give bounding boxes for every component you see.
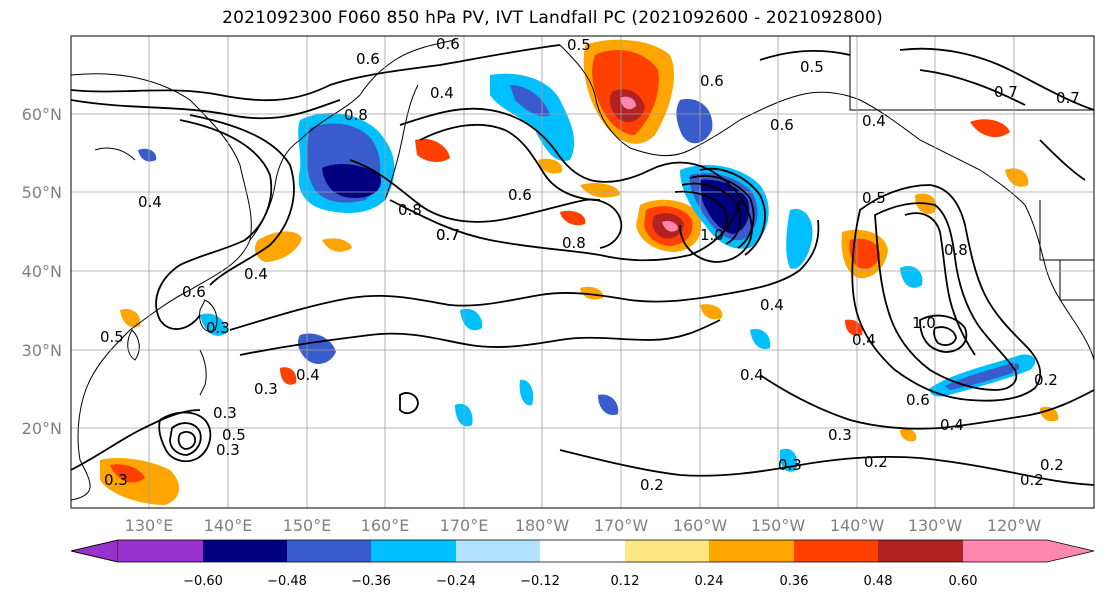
colorbar-segment [287, 540, 371, 562]
colorbar-segment [709, 540, 794, 562]
coastlines [71, 36, 1094, 501]
lon-label: 150°E [283, 516, 332, 535]
contour-label: 0.2 [1020, 471, 1044, 489]
colorbar-tick-label: 0.36 [780, 574, 809, 589]
lat-label: 20°N [22, 419, 62, 438]
contour-label: 0.6 [356, 50, 380, 68]
contour-label: 0.3 [828, 426, 852, 444]
colorbar-segment [625, 540, 709, 562]
contour-label: 0.7 [1056, 89, 1080, 107]
lat-label: 50°N [22, 183, 62, 202]
contour-label: 0.4 [740, 366, 764, 384]
contour-label: 0.6 [770, 116, 794, 134]
colorbar-tick-label: −0.12 [520, 574, 560, 589]
ivt-contours [71, 44, 1094, 486]
contour-label: 0.4 [138, 193, 162, 211]
contour-label: 0.5 [800, 58, 824, 76]
colorbar-segment [794, 540, 878, 562]
contour-label: 0.5 [222, 426, 246, 444]
colorbar-segment [70, 539, 119, 563]
colorbar-segment [540, 540, 625, 562]
contour-label: 0.2 [1034, 371, 1058, 389]
colorbar-segment [878, 540, 963, 562]
lon-label: 130°W [908, 516, 963, 535]
contour-label: 0.8 [344, 106, 368, 124]
contour-labels: 0.6 0.5 0.6 0.5 0.4 0.8 0.7 0.6 0.4 0.7 … [100, 35, 1080, 494]
contour-label: 0.3 [216, 441, 240, 459]
contour-label: 0.8 [562, 234, 586, 252]
colorbar-tick-label: −0.36 [351, 574, 391, 589]
colorbar-tick-label: 0.12 [611, 574, 640, 589]
latitude-labels: 60°N 50°N 40°N 30°N 20°N [22, 105, 62, 438]
lon-label: 170°E [440, 516, 489, 535]
colorbar-tick-label: 0.24 [695, 574, 724, 589]
contour-label: 0.4 [852, 331, 876, 349]
colorbar-segment [963, 540, 1047, 562]
contour-label: 0.3 [206, 319, 230, 337]
contour-label: 0.4 [862, 112, 886, 130]
colorbar-segment [456, 540, 540, 562]
lon-label: 130°E [125, 516, 174, 535]
contour-label: 0.2 [864, 453, 888, 471]
lon-label: 160°W [673, 516, 728, 535]
pv-shading-layer [100, 39, 1059, 505]
colorbar-segment [371, 540, 456, 562]
colorbar-segment [1047, 540, 1094, 562]
contour-label: 0.4 [296, 366, 320, 384]
colorbar-tick-label: 0.60 [949, 574, 978, 589]
contour-label: 0.4 [244, 265, 268, 283]
contour-label: 0.8 [398, 201, 422, 219]
figure-title: 2021092300 F060 850 hPa PV, IVT Landfall… [222, 8, 883, 28]
contour-label: 0.6 [508, 186, 532, 204]
contour-label: 1.0 [700, 226, 724, 244]
contour-label: 0.8 [944, 241, 968, 259]
lon-label: 170°W [594, 516, 649, 535]
colorbar-outline [70, 539, 1095, 563]
lon-label: 140°E [204, 516, 253, 535]
colorbar-tick-label: 0.48 [864, 574, 893, 589]
contour-label: 0.5 [862, 189, 886, 207]
contour-label: 0.3 [104, 471, 128, 489]
lat-label: 60°N [22, 105, 62, 124]
contour-label: 1.0 [912, 314, 936, 332]
colorbar-tick-label: −0.60 [183, 574, 223, 589]
contour-label: 0.5 [567, 36, 591, 54]
lon-label: 160°E [361, 516, 410, 535]
contour-label: 0.4 [430, 84, 454, 102]
colorbar: −0.60 −0.48 −0.36 −0.24 −0.12 0.12 0.24 … [70, 539, 1095, 589]
contour-label: 0.4 [760, 296, 784, 314]
colorbar-tick-label: −0.48 [267, 574, 307, 589]
map-frame [70, 35, 1095, 509]
contour-label: 0.7 [436, 226, 460, 244]
contour-label: 0.6 [700, 72, 724, 90]
contour-label: 0.7 [436, 226, 460, 244]
lat-label: 30°N [22, 341, 62, 360]
graticule [71, 36, 1094, 508]
lon-label: 180°W [515, 516, 570, 535]
contour-label: 0.6 [906, 391, 930, 409]
contour-label: 0.2 [640, 476, 664, 494]
contour-label: 0.6 [436, 35, 460, 53]
contour-label: 0.4 [940, 416, 964, 434]
contour-label: 0.2 [1040, 456, 1064, 474]
contour-label: 0.5 [100, 328, 124, 346]
contour-label: 0.3 [778, 456, 802, 474]
lon-label: 150°W [751, 516, 806, 535]
contour-label: 0.7 [994, 83, 1018, 101]
contour-label: 0.3 [254, 380, 278, 398]
lon-label: 140°W [830, 516, 885, 535]
colorbar-tick-label: −0.24 [436, 574, 476, 589]
lat-label: 40°N [22, 262, 62, 281]
colorbar-segment [203, 540, 287, 562]
contour-label: 0.6 [182, 283, 206, 301]
longitude-labels: 130°E 140°E 150°E 160°E 170°E 180°W 170°… [125, 516, 1042, 535]
contour-label: 0.3 [213, 404, 237, 422]
lon-label: 120°W [987, 516, 1042, 535]
colorbar-segment [118, 540, 203, 562]
